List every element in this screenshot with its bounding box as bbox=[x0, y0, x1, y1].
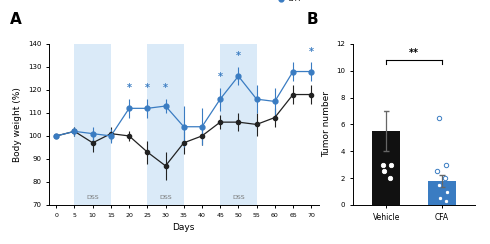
Bar bbox=[220, 44, 257, 205]
Bar bbox=[428, 181, 456, 205]
Text: B: B bbox=[306, 12, 318, 27]
Point bbox=[379, 163, 387, 167]
Point bbox=[443, 190, 451, 193]
Text: *: * bbox=[218, 72, 222, 82]
Point bbox=[386, 116, 393, 120]
Text: *: * bbox=[236, 51, 241, 61]
Legend: Vehicle, CFA: Vehicle, CFA bbox=[274, 0, 315, 5]
Point bbox=[386, 176, 394, 180]
Point bbox=[442, 199, 450, 203]
Bar bbox=[74, 44, 111, 205]
Point bbox=[435, 183, 442, 187]
Y-axis label: Tumor number: Tumor number bbox=[321, 92, 331, 157]
Y-axis label: Body weight (%): Body weight (%) bbox=[13, 87, 23, 162]
Text: DSS: DSS bbox=[86, 195, 99, 200]
Text: *: * bbox=[309, 47, 314, 57]
Bar bbox=[147, 44, 184, 205]
Point bbox=[441, 176, 449, 180]
Bar bbox=[372, 131, 400, 205]
Point bbox=[434, 169, 441, 173]
Point bbox=[442, 163, 450, 167]
Point bbox=[380, 169, 388, 173]
Point bbox=[387, 163, 395, 167]
Text: *: * bbox=[145, 83, 150, 93]
Text: *: * bbox=[126, 83, 132, 93]
Text: DSS: DSS bbox=[159, 195, 172, 200]
Point bbox=[435, 116, 443, 120]
Point bbox=[377, 109, 385, 113]
Point bbox=[387, 96, 394, 100]
X-axis label: Days: Days bbox=[172, 223, 195, 232]
Point bbox=[379, 69, 387, 73]
Text: **: ** bbox=[409, 48, 419, 58]
Text: A: A bbox=[10, 12, 22, 27]
Text: *: * bbox=[163, 83, 168, 93]
Point bbox=[436, 196, 443, 200]
Text: DSS: DSS bbox=[232, 195, 245, 200]
